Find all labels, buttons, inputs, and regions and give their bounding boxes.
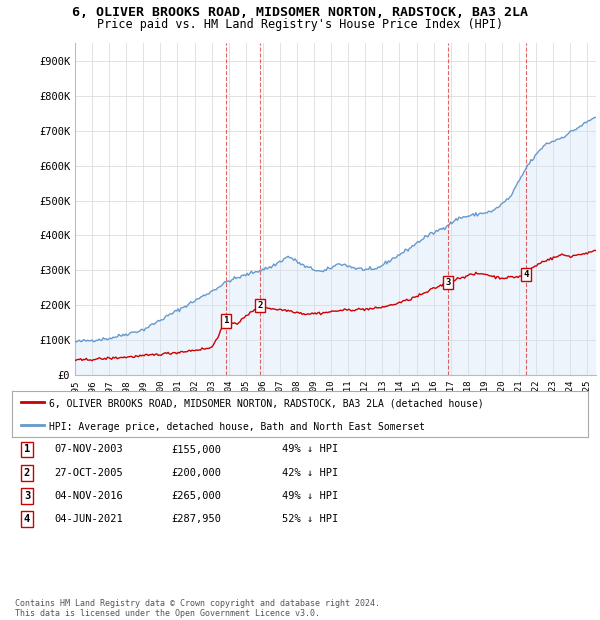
- Text: 04-JUN-2021: 04-JUN-2021: [54, 514, 123, 524]
- Text: 2: 2: [24, 468, 30, 478]
- Text: 04-NOV-2016: 04-NOV-2016: [54, 491, 123, 501]
- Text: 4: 4: [523, 270, 529, 279]
- Text: £265,000: £265,000: [171, 491, 221, 501]
- Text: 42% ↓ HPI: 42% ↓ HPI: [282, 468, 338, 478]
- Text: 3: 3: [24, 491, 30, 501]
- Text: 4: 4: [24, 514, 30, 524]
- Text: 6, OLIVER BROOKS ROAD, MIDSOMER NORTON, RADSTOCK, BA3 2LA: 6, OLIVER BROOKS ROAD, MIDSOMER NORTON, …: [72, 6, 528, 19]
- Text: 3: 3: [445, 278, 451, 287]
- Text: £200,000: £200,000: [171, 468, 221, 478]
- Text: 27-OCT-2005: 27-OCT-2005: [54, 468, 123, 478]
- Text: HPI: Average price, detached house, Bath and North East Somerset: HPI: Average price, detached house, Bath…: [49, 422, 425, 432]
- Text: Price paid vs. HM Land Registry's House Price Index (HPI): Price paid vs. HM Land Registry's House …: [97, 18, 503, 31]
- Text: £155,000: £155,000: [171, 445, 221, 454]
- Text: 49% ↓ HPI: 49% ↓ HPI: [282, 445, 338, 454]
- Text: £287,950: £287,950: [171, 514, 221, 524]
- Text: Contains HM Land Registry data © Crown copyright and database right 2024.
This d: Contains HM Land Registry data © Crown c…: [15, 599, 380, 618]
- Text: 1: 1: [24, 445, 30, 454]
- Text: 49% ↓ HPI: 49% ↓ HPI: [282, 491, 338, 501]
- Text: 1: 1: [223, 316, 229, 326]
- Text: 6, OLIVER BROOKS ROAD, MIDSOMER NORTON, RADSTOCK, BA3 2LA (detached house): 6, OLIVER BROOKS ROAD, MIDSOMER NORTON, …: [49, 399, 484, 409]
- Text: 52% ↓ HPI: 52% ↓ HPI: [282, 514, 338, 524]
- Text: 07-NOV-2003: 07-NOV-2003: [54, 445, 123, 454]
- Text: 2: 2: [257, 301, 262, 310]
